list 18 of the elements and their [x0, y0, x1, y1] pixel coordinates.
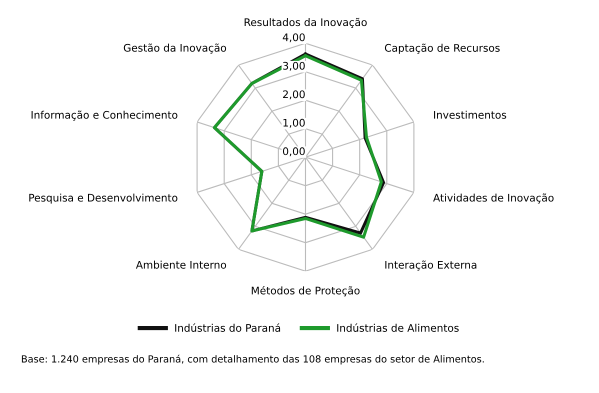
spoke-label: Pesquisa e Desenvolvimento	[29, 194, 178, 204]
spoke-label: Atividades de Inovação	[433, 193, 554, 204]
spoke-label: Gestão da Inovação	[124, 43, 226, 54]
y-tick-label: 1,00	[283, 118, 305, 128]
y-tick-label: 0,00	[282, 147, 305, 156]
y-tick-label: 2,00	[283, 90, 305, 100]
text: Base: 1.240 empresas do Paraná, com detalhamento das 108 empresas do setor de Alimentos.	[22, 354, 484, 364]
spoke-label: Informação e Conhecimento	[32, 110, 178, 121]
spoke-label: Captação de Recursos	[384, 44, 500, 54]
spoke-label: Ambiente Interno	[136, 260, 226, 269]
legend-label: Indústrias de Alimentos	[337, 323, 459, 332]
spoke-label: Resultados da Inovação	[244, 18, 367, 28]
spoke-label: Interação Externa	[385, 260, 476, 271]
y-tick-label: 3,00	[283, 62, 305, 71]
spoke-label: Métodos de Proteção	[252, 286, 360, 296]
y-tick-label: 4,00	[282, 33, 305, 42]
spoke-label: Investimentos	[434, 110, 506, 119]
legend-label: Indústrias do Paraná	[175, 323, 280, 332]
